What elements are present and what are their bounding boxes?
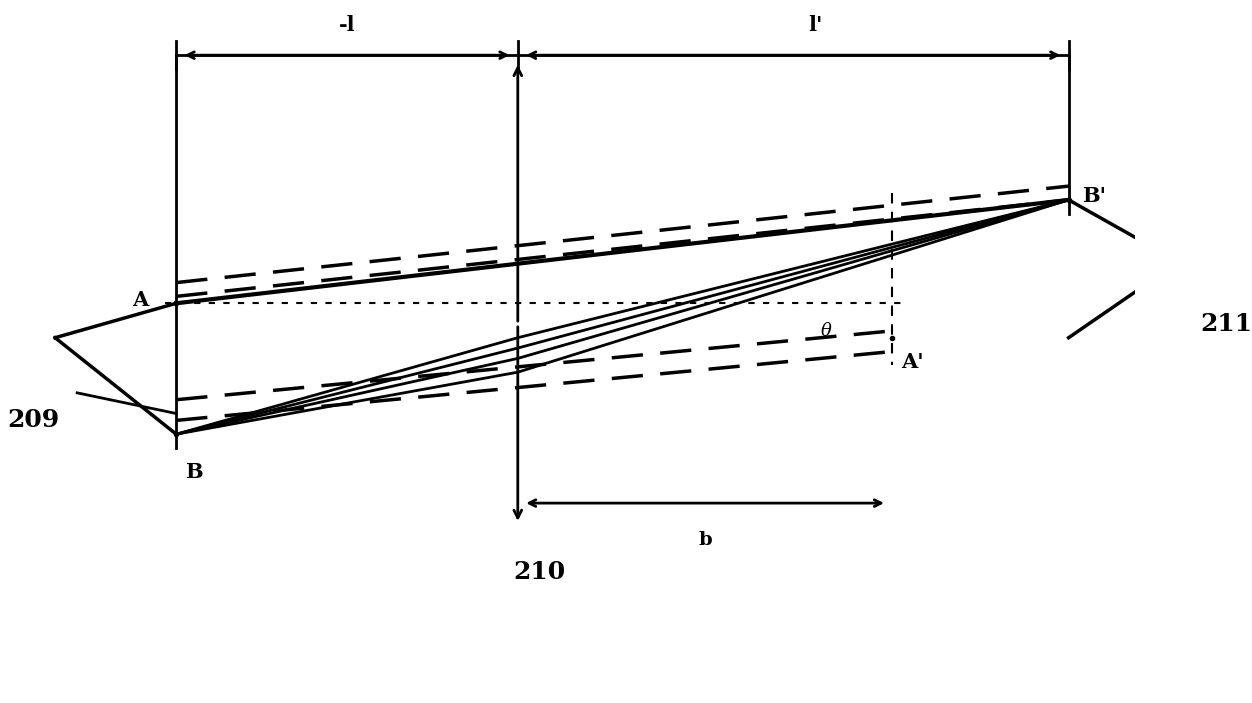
Text: 209: 209 xyxy=(8,408,59,432)
Text: b: b xyxy=(699,531,712,548)
Text: 211: 211 xyxy=(1201,312,1252,336)
Text: B: B xyxy=(185,462,203,482)
Text: 210: 210 xyxy=(513,560,566,584)
Text: l': l' xyxy=(808,15,823,34)
Text: B': B' xyxy=(1082,186,1106,207)
Text: A: A xyxy=(133,290,149,310)
Text: θ: θ xyxy=(821,322,831,340)
Text: A': A' xyxy=(901,352,924,371)
Text: -l: -l xyxy=(339,15,356,34)
